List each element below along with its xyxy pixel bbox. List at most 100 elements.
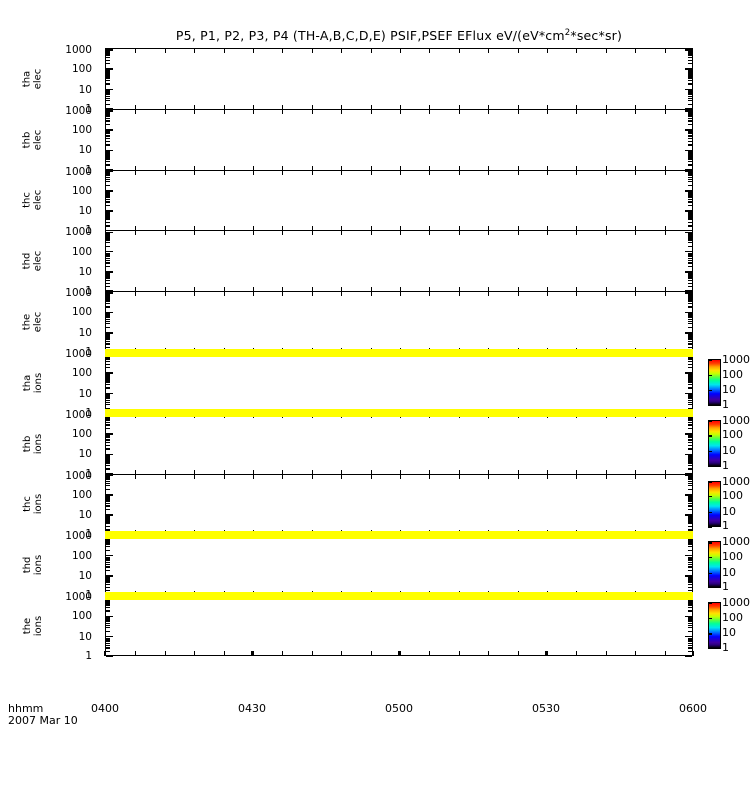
y-tick-mark-right — [685, 655, 692, 657]
panel-thc-elec: 1000 100 10 1 thc elec — [22, 166, 693, 236]
y-minor-tick — [106, 110, 110, 113]
y-tick-label: 1000 — [65, 104, 92, 117]
y-minor-tick-right — [688, 502, 692, 505]
y-tick-mark-right — [685, 514, 692, 516]
y-minor-tick — [106, 499, 110, 501]
x-minor-tick — [517, 165, 519, 170]
y-minor-tick-right — [688, 583, 692, 586]
y-minor-tick — [106, 314, 110, 316]
y-minor-tick-right — [688, 476, 692, 478]
y-minor-tick-right — [688, 586, 692, 588]
y-minor-tick — [106, 590, 110, 592]
y-minor-tick — [106, 195, 110, 197]
x-minor-tick — [517, 287, 519, 292]
y-minor-tick-right — [688, 383, 692, 386]
colorbar-gradient — [708, 602, 721, 649]
colorbar-tick-label: 100 — [722, 367, 743, 381]
x-minor-tick-top — [194, 49, 196, 53]
x-minor-tick — [400, 469, 401, 474]
y-minor-tick — [106, 154, 110, 157]
x-minor-tick — [370, 650, 372, 655]
y-minor-tick-right — [688, 335, 692, 338]
x-minor-tick — [370, 469, 372, 474]
y-minor-tick-right — [688, 436, 692, 438]
y-minor-tick — [106, 475, 110, 477]
y-minor-tick — [106, 398, 110, 400]
y-tick-label: 1000 — [65, 530, 92, 543]
y-minor-tick-right — [688, 278, 692, 280]
y-minor-tick-right — [688, 232, 692, 234]
panel-tha-ions: 1000 100 10 1 tha ions — [22, 349, 693, 418]
colorbar-gradient — [708, 480, 721, 528]
y-minor-tick — [106, 144, 110, 146]
y-minor-tick-right — [688, 455, 692, 457]
y-minor-tick — [106, 436, 110, 438]
y-minor-tick-right — [688, 543, 692, 545]
y-minor-tick-right — [688, 541, 692, 543]
x-tick-label: 0430 — [238, 702, 266, 715]
x-minor-tick — [370, 226, 372, 231]
y-minor-tick — [106, 63, 110, 65]
y-minor-tick-right — [688, 219, 692, 221]
y-minor-tick-right — [688, 279, 692, 282]
y-minor-tick-right — [688, 482, 692, 484]
y-minor-tick — [106, 479, 110, 481]
x-minor-tick — [576, 650, 578, 655]
x-minor-tick-top — [429, 292, 431, 297]
cbar-thc-ions: 1000100101EFlux — [698, 476, 750, 531]
y-minor-tick — [106, 334, 110, 336]
y-minor-tick-right — [688, 300, 692, 302]
y-minor-tick — [106, 404, 110, 406]
x-minor-tick-top — [253, 49, 254, 53]
x-minor-tick-top — [664, 170, 666, 175]
x-minor-tick — [547, 226, 548, 231]
y-minor-tick — [106, 650, 110, 653]
y-minor-tick — [106, 624, 110, 626]
y-minor-tick — [106, 52, 110, 54]
x-minor-tick-top — [547, 474, 548, 479]
colorbar-tick-label: 1 — [722, 458, 729, 472]
y-minor-tick-right — [688, 496, 692, 499]
y-minor-tick — [106, 286, 110, 288]
y-minor-tick-right — [688, 377, 692, 380]
y-axis-thd-ions: 1000 100 10 1 thd ions — [1, 531, 106, 600]
x-minor-tick — [605, 104, 607, 109]
y-minor-tick — [106, 396, 110, 398]
panel-label-line1: thc — [21, 192, 33, 209]
x-minor-tick — [517, 469, 519, 474]
y-minor-tick-right — [688, 624, 692, 626]
y-minor-tick-right — [688, 381, 692, 383]
y-minor-tick-right — [688, 356, 692, 358]
y-minor-tick — [106, 488, 110, 491]
x-minor-tick-top — [547, 49, 548, 53]
y-minor-tick-right — [688, 198, 692, 201]
y-axis-tha-ions: 1000 100 10 1 tha ions — [1, 349, 106, 418]
x-minor-tick-top — [341, 231, 343, 236]
y-minor-tick-right — [688, 401, 692, 403]
y-minor-tick-right — [688, 192, 692, 195]
y-minor-tick — [106, 642, 110, 645]
y-minor-tick — [106, 95, 110, 97]
x-minor-tick — [488, 650, 490, 655]
y-minor-tick-right — [688, 295, 692, 297]
y-axis-thc-ions: 1000 100 10 1 thc ions — [1, 470, 106, 539]
y-minor-tick-right — [688, 164, 692, 166]
x-minor-tick-top — [282, 109, 284, 114]
panel-label-the-elec: the elec — [22, 312, 44, 333]
y-minor-tick-right — [688, 577, 692, 580]
x-minor-tick — [576, 165, 578, 170]
y-tick-label: 1000 — [65, 408, 92, 421]
y-minor-tick — [106, 100, 110, 102]
y-minor-tick — [106, 278, 110, 280]
y-minor-tick — [106, 302, 110, 305]
panel-label-line1: tha — [21, 70, 33, 88]
y-minor-tick — [106, 419, 110, 422]
y-minor-tick-right — [688, 440, 692, 442]
x-minor-tick — [605, 165, 607, 170]
y-minor-tick-right — [688, 395, 692, 397]
x-minor-tick — [223, 226, 225, 231]
y-tick-label: 1000 — [65, 469, 92, 482]
plot-title-main: P5, P1, P2, P3, P4 (TH-A,B,C,D,E) PSIF,P… — [175, 28, 565, 44]
x-minor-tick-top — [400, 292, 401, 297]
